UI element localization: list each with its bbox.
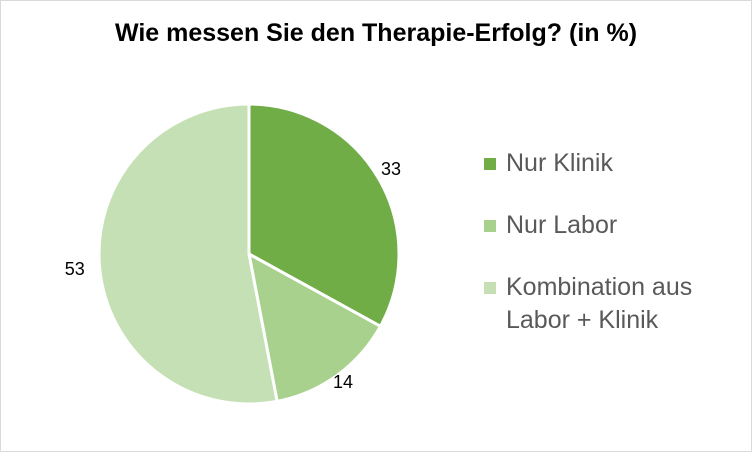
chart-title: Wie messen Sie den Therapie-Erfolg? (in … [114, 19, 638, 47]
legend-item-nur-klinik: Nur Klinik [484, 147, 744, 180]
legend-item-nur-labor: Nur Labor [484, 209, 744, 242]
legend-label: Nur Klinik [506, 149, 613, 177]
data-label-nur-klinik: 33 [381, 159, 401, 179]
legend-swatch [484, 220, 496, 232]
legend-label: Nur Labor [506, 211, 618, 239]
pie-slice-nur-klinik [247, 102, 401, 328]
legend-label: Kombination aus Labor + Klinik [506, 273, 693, 334]
legend-swatch [484, 158, 496, 170]
legend-swatch [484, 282, 496, 294]
legend: Nur Klinik Nur Labor Kombination aus Lab… [484, 147, 744, 337]
pie-slice-nur-labor [247, 252, 382, 403]
pie-slice-kombination [97, 102, 279, 406]
data-label-nur-labor: 14 [333, 372, 353, 392]
data-label-kombination: 53 [65, 259, 85, 279]
legend-item-kombination: Kombination aus Labor + Klinik [484, 271, 744, 337]
